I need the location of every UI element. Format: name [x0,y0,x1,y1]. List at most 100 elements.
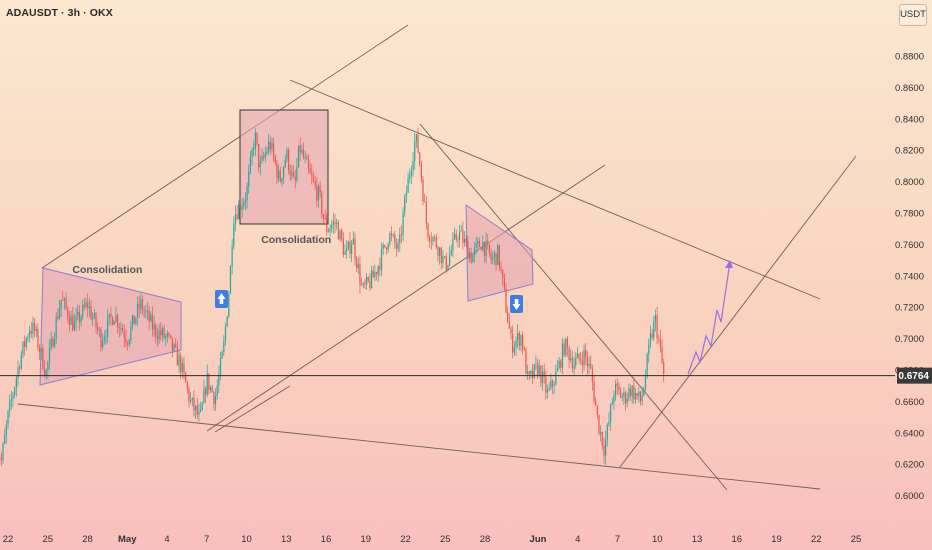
candle [651,333,653,338]
candle [619,390,622,398]
candle [20,354,22,369]
candle [110,313,112,318]
candle [292,172,295,177]
x-axis-tick-label: 7 [204,534,209,545]
candle [276,163,278,179]
candle [485,240,487,256]
candle [555,371,557,385]
candle [12,395,14,400]
candle [83,304,85,307]
candle [528,371,530,375]
candle [656,314,658,339]
candle [287,149,290,171]
candles-layer [0,127,665,467]
x-axis-tick-label: 10 [652,534,663,545]
candle [458,231,461,241]
candle [27,336,29,339]
candle [181,363,183,373]
candle [198,411,200,415]
candle [55,316,57,338]
candle [540,365,542,383]
candle [223,341,225,352]
candle [153,324,155,330]
x-axis-tick-label: Jun [530,534,547,545]
candle [475,243,477,248]
x-axis-tick-label: 16 [321,534,332,545]
candle [663,362,665,374]
candle [228,293,230,317]
candle [273,143,275,157]
x-axis-tick-label: 19 [771,534,782,545]
y-axis-tick-label: 0.6000 [895,491,924,502]
candle [546,389,549,393]
candle [25,338,27,347]
candle [610,404,612,422]
candle [359,264,361,285]
candle [156,336,159,340]
candle [48,347,51,362]
y-axis-tick-label: 0.8400 [895,114,924,125]
candle [214,396,217,405]
candle [254,132,256,149]
currency-button[interactable]: USDT [899,4,927,26]
candle [477,241,479,244]
trendline [17,403,821,490]
candle [80,316,82,323]
candle [624,392,627,404]
candle [135,317,137,325]
candle [201,403,203,410]
candle [644,376,647,389]
candle [249,157,251,173]
candle [566,338,569,348]
arrow-down-icon [512,299,521,310]
candle [439,247,441,256]
candle [282,167,285,179]
candle [173,344,175,351]
candle [351,244,353,254]
candle [97,327,99,331]
candle [229,266,232,294]
candle [120,328,122,329]
candle [77,311,79,316]
candle [344,251,346,255]
candle [432,237,434,242]
candle [434,237,436,239]
candle [191,397,193,400]
candle [301,149,303,153]
candle [175,344,177,347]
candle [490,253,492,260]
candle [60,299,62,309]
x-axis-tick-label: 16 [731,534,742,545]
y-axis-tick-label: 0.7200 [895,303,924,314]
candle [47,361,49,371]
y-axis-tick-label: 0.8200 [895,146,924,157]
candle [284,159,286,168]
candle [289,170,291,176]
candle [72,315,74,331]
candle [450,250,452,255]
candle [541,371,544,383]
candle [352,238,354,245]
candle [380,248,383,270]
candle [341,230,343,240]
y-axis-tick-label: 0.8000 [895,177,924,188]
candle [606,424,608,440]
candle [375,272,378,275]
candle [384,244,386,248]
candle [643,388,645,396]
candle [297,145,300,168]
candle [322,214,325,218]
candle [17,367,19,378]
candle [382,244,384,249]
candle [253,148,255,151]
candle [286,149,288,160]
candle [600,431,602,434]
candle [100,330,102,348]
x-axis-tick-label: May [118,534,137,545]
candle [611,402,613,405]
candle [448,254,451,266]
x-axis-tick-label: 19 [360,534,371,545]
candle [389,233,391,245]
